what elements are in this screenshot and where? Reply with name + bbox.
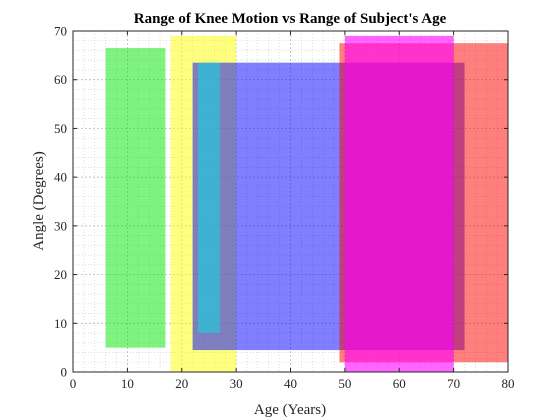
- y-tick-label: 30: [54, 218, 67, 233]
- y-tick-label: 0: [61, 365, 68, 380]
- x-tick-label: 30: [230, 376, 243, 391]
- range-rect-4: [198, 62, 220, 334]
- x-tick-label: 0: [70, 376, 77, 391]
- x-axis-label: Age (Years): [254, 402, 326, 418]
- y-tick-label: 60: [54, 72, 67, 87]
- x-tick-label: 80: [502, 376, 515, 391]
- range-rectangles: [105, 35, 508, 372]
- x-tick-label: 60: [393, 376, 406, 391]
- y-tick-label: 40: [54, 170, 67, 185]
- range-rect-1: [105, 48, 166, 348]
- x-tick-label: 10: [121, 376, 134, 391]
- x-tick-label: 20: [175, 376, 188, 391]
- range-rect-6: [344, 35, 454, 372]
- chart-title: Range of Knee Motion vs Range of Subject…: [134, 11, 447, 27]
- y-tick-label: 50: [54, 121, 67, 136]
- y-tick-label: 70: [54, 24, 67, 39]
- x-tick-label: 40: [284, 376, 297, 391]
- axis-ticks: 0 10 20 30 40 50 60 70 80 0 10 20 30 40 50 60 70: [54, 24, 515, 392]
- y-tick-label: 10: [54, 316, 67, 331]
- y-axis-label: Angle (Degrees): [31, 151, 47, 251]
- y-tick-label: 20: [54, 267, 67, 282]
- x-tick-label: 50: [338, 376, 351, 391]
- x-tick-label: 70: [447, 376, 460, 391]
